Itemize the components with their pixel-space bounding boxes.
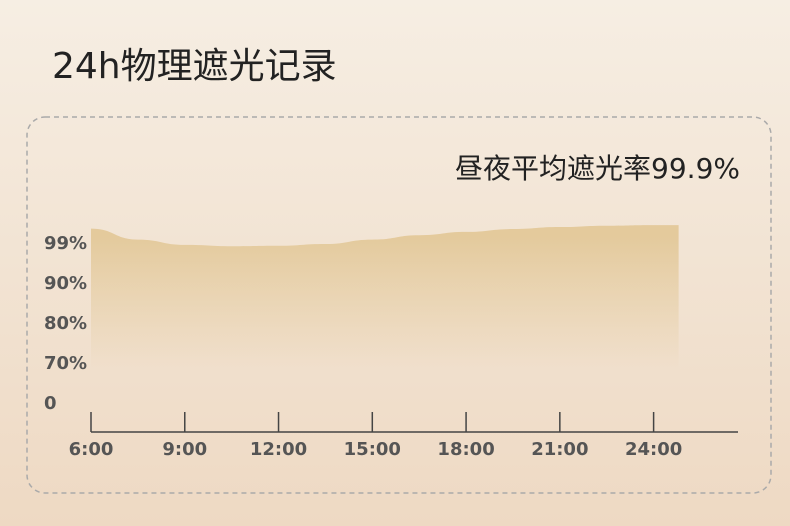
y-tick-label: 90% xyxy=(44,273,87,294)
chart-title: 24h物理遮光记录 xyxy=(52,46,337,87)
y-tick-label: 0 xyxy=(44,393,57,414)
x-tick-label: 6:00 xyxy=(69,439,114,460)
area xyxy=(91,225,679,432)
x-tick-label: 18:00 xyxy=(437,439,494,460)
x-tick-label: 15:00 xyxy=(344,439,401,460)
chart-subtitle: 昼夜平均遮光率99.9% xyxy=(455,152,740,185)
x-tick-label: 12:00 xyxy=(250,439,307,460)
panel-border xyxy=(26,116,772,494)
x-tick-label: 24:00 xyxy=(625,439,682,460)
y-tick-label: 70% xyxy=(44,353,87,374)
x-tick-label: 21:00 xyxy=(531,439,588,460)
y-tick-label: 99% xyxy=(44,233,87,254)
x-tick-label: 9:00 xyxy=(162,439,207,460)
y-tick-label: 80% xyxy=(44,313,87,334)
